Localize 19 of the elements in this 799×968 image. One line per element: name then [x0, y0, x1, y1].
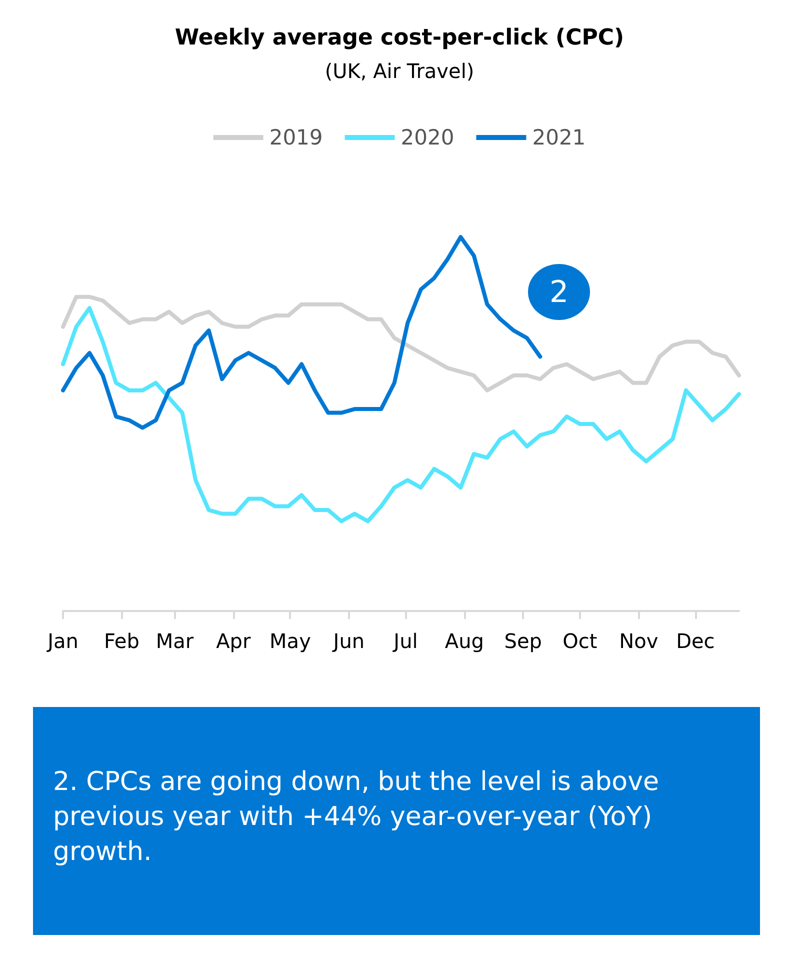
- legend-label: 2020: [400, 126, 454, 150]
- x-tick-label: Apr: [216, 629, 252, 653]
- legend-label: 2019: [269, 126, 323, 150]
- x-tick-label: Dec: [676, 629, 715, 653]
- x-tick-label: Jul: [392, 629, 418, 653]
- x-tick-label: Mar: [156, 629, 194, 653]
- x-tick-label: Nov: [619, 629, 658, 653]
- chart-title: Weekly average cost-per-click (CPC): [174, 26, 624, 50]
- note-box: 2. CPCs are going down, but the level is above previous year with +44% year-over-year (YoY) growth.: [33, 707, 760, 935]
- x-tick-label: Jan: [46, 629, 78, 653]
- legend-label: 2021: [532, 126, 586, 150]
- chart-subtitle: (UK, Air Travel): [324, 59, 474, 83]
- x-tick-label: Feb: [104, 629, 140, 653]
- x-tick-label: Aug: [444, 629, 484, 653]
- x-tick-label: Sep: [504, 629, 542, 653]
- x-tick-label: Jun: [331, 629, 365, 653]
- numbered-badge: 2: [528, 264, 590, 320]
- x-tick-label: May: [270, 629, 312, 653]
- x-tick-label: Oct: [562, 629, 598, 653]
